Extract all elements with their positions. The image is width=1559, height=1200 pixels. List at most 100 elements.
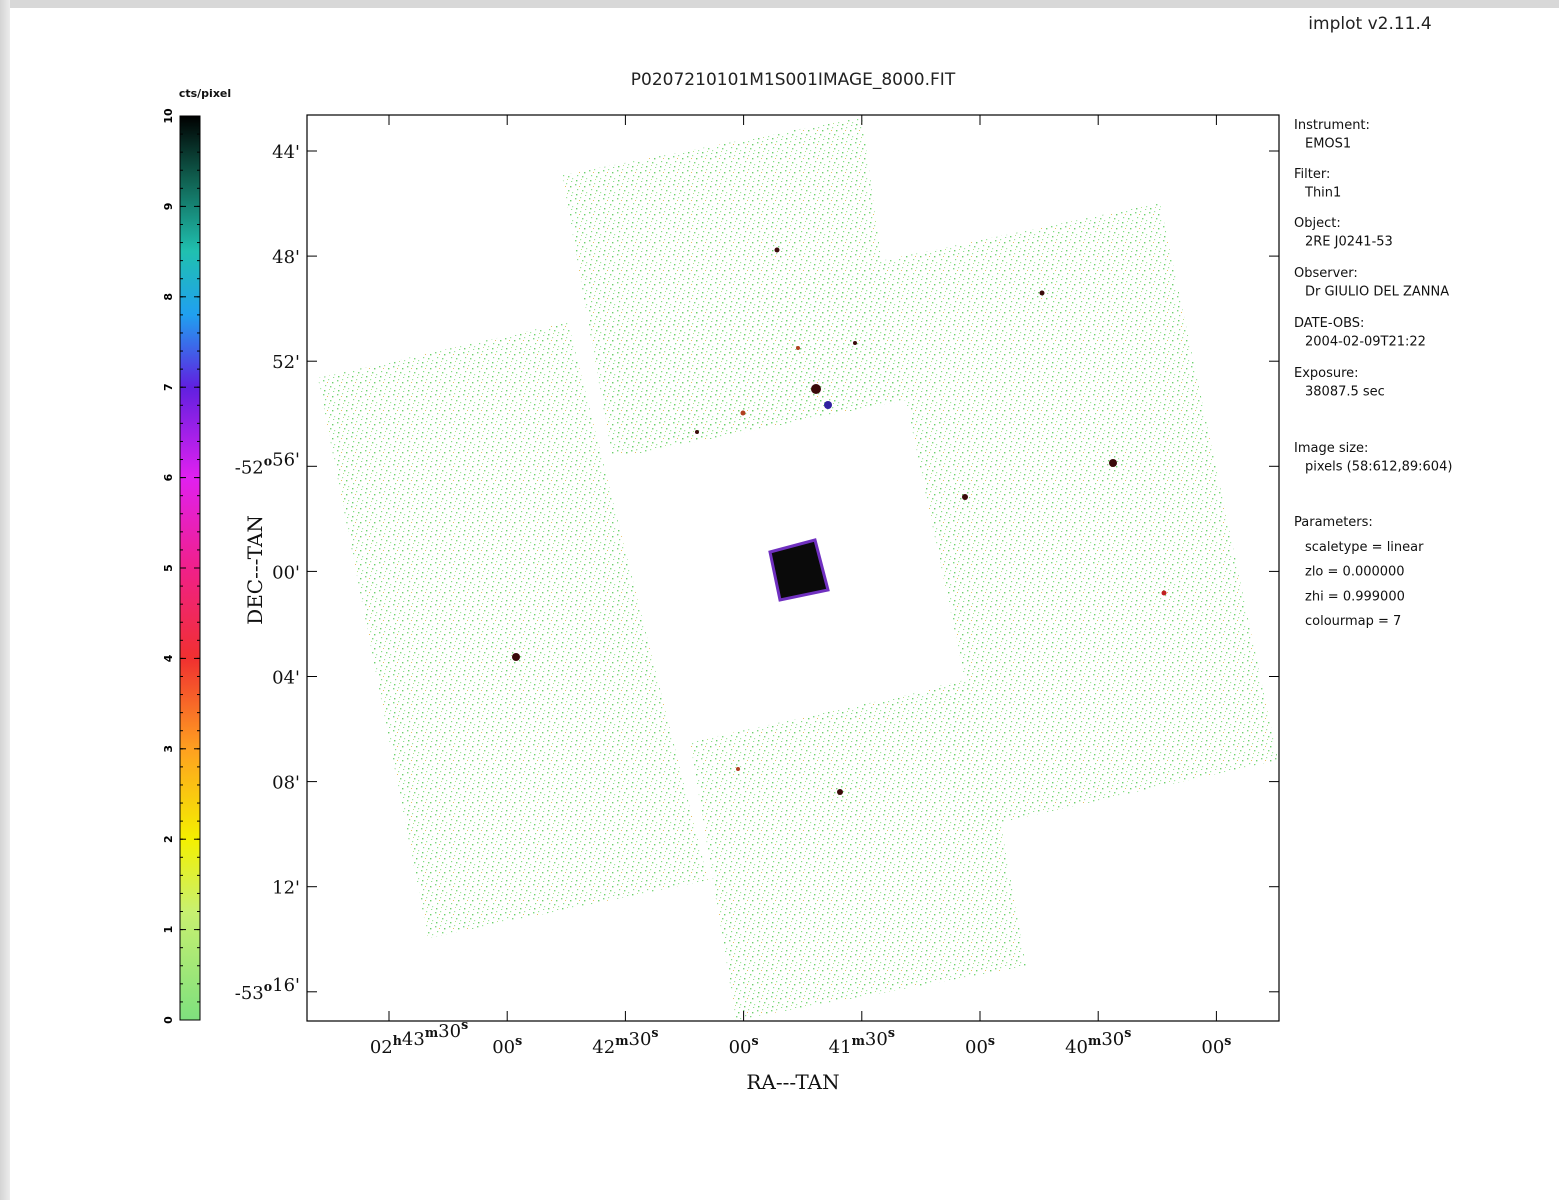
colorbar-tick-label: 8 bbox=[162, 293, 175, 301]
left-edge bbox=[0, 0, 10, 1200]
info-value: 2004-02-09T21:22 bbox=[1305, 335, 1426, 350]
tick-label-part: 12' bbox=[272, 878, 300, 899]
tick-label-sup: s bbox=[1224, 1033, 1231, 1048]
tick-label-part: -53 bbox=[235, 983, 264, 1004]
tick-label: 00s bbox=[965, 1033, 995, 1058]
tick-label: 44' bbox=[272, 142, 300, 163]
tick-label: 40m30s bbox=[1065, 1025, 1131, 1058]
tick-label-part: 00 bbox=[729, 1037, 752, 1058]
info-label: Image size: bbox=[1294, 441, 1368, 456]
source bbox=[962, 494, 968, 500]
tick-label: 08' bbox=[272, 773, 300, 794]
tick-label-part: 00' bbox=[272, 562, 300, 583]
colorbar-tick-label: 1 bbox=[162, 926, 175, 934]
tick-label-part: 48' bbox=[272, 247, 300, 268]
tick-label: 42m30s bbox=[592, 1025, 658, 1058]
tick-label-part: 40 bbox=[1065, 1037, 1088, 1058]
version: implot v2.11.4 bbox=[1308, 14, 1431, 34]
colorbar-label: cts/pixel bbox=[179, 87, 231, 100]
info-value: 38087.5 sec bbox=[1305, 385, 1385, 400]
tick-label-part: 56' bbox=[272, 449, 300, 470]
source bbox=[741, 411, 746, 416]
tick-label: 00' bbox=[272, 562, 300, 583]
source bbox=[1109, 459, 1117, 467]
tick-label-part: 00 bbox=[492, 1037, 515, 1058]
tick-label: 48' bbox=[272, 247, 300, 268]
tick-label-part: 02 bbox=[370, 1037, 393, 1058]
tick-label-part: -52 bbox=[235, 457, 264, 478]
source bbox=[837, 789, 843, 795]
tick-label: 41m30s bbox=[829, 1025, 895, 1058]
tick-label-sup: s bbox=[515, 1033, 522, 1048]
colorbar-tick-label: 0 bbox=[162, 1016, 175, 1024]
source bbox=[775, 248, 780, 253]
info-value: zhi = 0.999000 bbox=[1305, 589, 1405, 604]
tick-label-sup: o bbox=[264, 979, 272, 994]
ccd-bottom bbox=[690, 680, 1026, 1020]
info-label: DATE-OBS: bbox=[1294, 316, 1364, 331]
colorbar-tick-label: 3 bbox=[162, 745, 175, 753]
info-label: Parameters: bbox=[1294, 515, 1373, 530]
info-value: EMOS1 bbox=[1305, 137, 1351, 152]
screenshot: implot v2.11.4 P0207210101M1S001IMAGE_80… bbox=[0, 0, 1559, 1200]
tick-label-sup: m bbox=[425, 1025, 439, 1040]
tick-label: 02h43m30s bbox=[370, 1017, 468, 1058]
info-label: Observer: bbox=[1294, 266, 1358, 281]
tick-label-part: 30 bbox=[438, 1021, 461, 1042]
tick-label: 00s bbox=[729, 1033, 759, 1058]
tick-label-part: 52' bbox=[272, 352, 300, 373]
source bbox=[1162, 591, 1167, 596]
info-value: scaletype = linear bbox=[1305, 540, 1424, 555]
tick-label-part: 30 bbox=[1101, 1029, 1124, 1050]
colorbar-tick-label: 5 bbox=[162, 564, 175, 572]
info-value: pixels (58:612,89:604) bbox=[1305, 460, 1452, 475]
info-value: 2RE J0241-53 bbox=[1305, 235, 1393, 250]
tick-label: -52o56' bbox=[235, 449, 300, 478]
x-axis-label: RA---TAN bbox=[746, 1070, 839, 1094]
source bbox=[695, 430, 699, 434]
tick-label-part: 43 bbox=[402, 1029, 425, 1050]
tick-label: -53o16' bbox=[235, 975, 300, 1004]
colorbar-tick-label: 10 bbox=[162, 108, 175, 124]
tick-label-sup: m bbox=[615, 1033, 629, 1048]
tick-label-part: 30 bbox=[629, 1029, 652, 1050]
tick-label-sup: s bbox=[752, 1033, 759, 1048]
tick-label-sup: s bbox=[888, 1025, 895, 1040]
tick-label-sup: s bbox=[1124, 1025, 1131, 1040]
info-label: Instrument: bbox=[1294, 118, 1370, 133]
info-value: Thin1 bbox=[1304, 186, 1341, 201]
plot-title: P0207210101M1S001IMAGE_8000.FIT bbox=[631, 70, 956, 90]
top-edge bbox=[0, 0, 1559, 8]
colorbar-tick-label: 7 bbox=[162, 383, 175, 391]
info-value: Dr GIULIO DEL ZANNA bbox=[1305, 285, 1449, 300]
tick-label-part: 41 bbox=[829, 1037, 852, 1058]
source bbox=[796, 346, 800, 350]
image bbox=[318, 117, 1278, 1020]
tick-label-part: 42 bbox=[592, 1037, 615, 1058]
info-value: colourmap = 7 bbox=[1305, 614, 1401, 629]
tick-label-sup: h bbox=[393, 1033, 402, 1048]
colorbar-tick-label: 6 bbox=[162, 473, 175, 481]
tick-label: 04' bbox=[272, 668, 300, 689]
tick-label-part: 44' bbox=[272, 142, 300, 163]
source bbox=[1040, 291, 1045, 296]
tick-label-part: 30 bbox=[865, 1029, 888, 1050]
tick-label-part: 00 bbox=[965, 1037, 988, 1058]
tick-label-part: 04' bbox=[272, 668, 300, 689]
colorbar-tick-label: 9 bbox=[162, 203, 175, 211]
tick-label-sup: m bbox=[1088, 1033, 1102, 1048]
source bbox=[811, 384, 821, 394]
tick-label-sup: m bbox=[852, 1033, 866, 1048]
info-label: Exposure: bbox=[1294, 366, 1359, 381]
tick-label: 12' bbox=[272, 878, 300, 899]
tick-label-part: 16' bbox=[272, 975, 300, 996]
info-label: Filter: bbox=[1294, 167, 1330, 182]
source bbox=[853, 341, 857, 345]
info-value: zlo = 0.000000 bbox=[1305, 565, 1405, 580]
tick-label-part: 08' bbox=[272, 773, 300, 794]
tick-label-part: 00 bbox=[1201, 1037, 1224, 1058]
colorbar-tick-label: 4 bbox=[162, 654, 175, 662]
tick-label-sup: s bbox=[988, 1033, 995, 1048]
page: implot v2.11.4 P0207210101M1S001IMAGE_80… bbox=[0, 0, 1559, 1200]
